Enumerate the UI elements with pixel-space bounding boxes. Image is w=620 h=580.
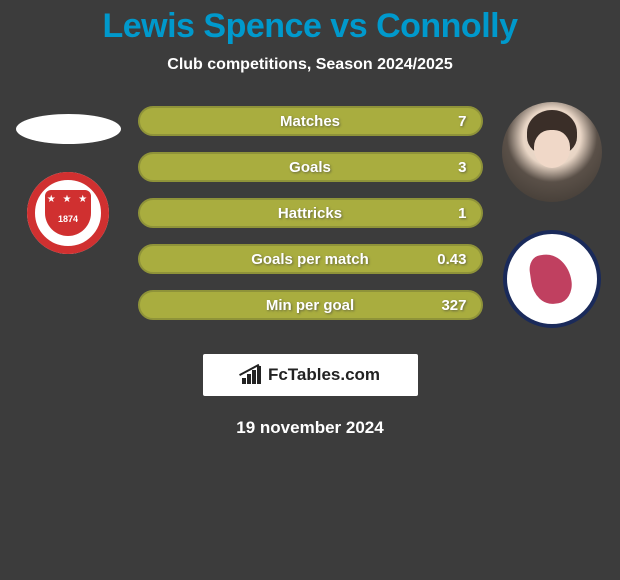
- player-left-column: ★ ★ ★ 1874: [8, 104, 128, 254]
- player-left-avatar: [16, 114, 121, 144]
- stat-label: Matches: [280, 113, 340, 130]
- stat-label-wrap: Goals: [140, 154, 481, 180]
- stat-right-value: 1: [458, 205, 466, 222]
- stat-label-wrap: Matches: [140, 108, 481, 134]
- stat-bar: Hattricks 1: [138, 198, 483, 228]
- stat-bar: Goals per match 0.43: [138, 244, 483, 274]
- stat-bar: Matches 7: [138, 106, 483, 136]
- club-badge-left: ★ ★ ★ 1874: [27, 172, 109, 254]
- stat-label-wrap: Hattricks: [140, 200, 481, 226]
- stat-bar: Min per goal 327: [138, 290, 483, 320]
- badge-stars-icon: ★ ★ ★: [27, 194, 109, 205]
- stat-label: Goals per match: [251, 251, 369, 268]
- stat-label: Min per goal: [266, 297, 354, 314]
- subtitle: Club competitions, Season 2024/2025: [0, 56, 620, 74]
- date-label: 19 november 2024: [0, 418, 620, 438]
- stat-label-wrap: Goals per match: [140, 246, 481, 272]
- brand-text: FcTables.com: [268, 365, 380, 385]
- club-badge-right: [503, 230, 601, 328]
- stat-label-wrap: Min per goal: [140, 292, 481, 318]
- stat-right-value: 0.43: [437, 251, 466, 268]
- stat-right-value: 3: [458, 159, 466, 176]
- stat-bars: Matches 7 Goals 3 Hattricks 1 Goals per match 0…: [138, 106, 483, 320]
- stat-right-value: 7: [458, 113, 466, 130]
- brand-chart-icon: [240, 366, 262, 384]
- main-row: ★ ★ ★ 1874 Matches 7 Goals 3 Hattricks 1 Goals…: [0, 104, 620, 328]
- stat-right-value: 327: [441, 297, 466, 314]
- stat-bar: Goals 3: [138, 152, 483, 182]
- badge-lion-icon: [525, 249, 580, 309]
- page-title: Lewis Spence vs Connolly: [0, 7, 620, 46]
- comparison-card: Lewis Spence vs Connolly Club competitio…: [0, 0, 620, 438]
- player-right-avatar: [502, 102, 602, 202]
- badge-year: 1874: [27, 214, 109, 224]
- brand-box[interactable]: FcTables.com: [203, 354, 418, 396]
- stat-label: Hattricks: [278, 205, 342, 222]
- stat-label: Goals: [289, 159, 331, 176]
- player-right-column: [492, 104, 612, 328]
